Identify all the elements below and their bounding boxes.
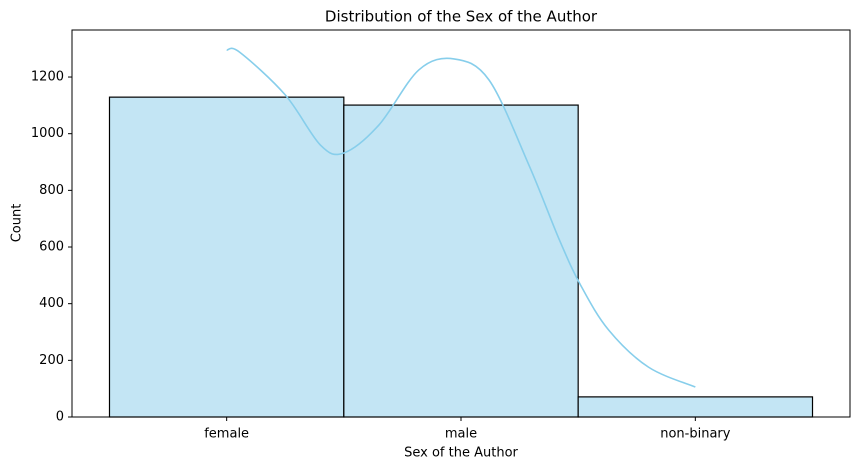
chart-title: Distribution of the Sex of the Author: [325, 8, 598, 26]
bar: [577, 396, 814, 418]
y-tick-label: 1200: [31, 70, 64, 85]
x-axis-label: Sex of the Author: [404, 446, 518, 461]
y-tick-label: 0: [56, 410, 64, 425]
bar: [108, 96, 345, 418]
y-tick-label: 800: [39, 183, 64, 198]
x-tick-label: male: [445, 427, 477, 442]
y-tick-label: 1000: [31, 126, 64, 141]
y-tick-label: 200: [39, 353, 64, 368]
y-tick-label: 600: [39, 240, 64, 255]
x-tick-label: female: [204, 427, 249, 442]
y-tick-label: 400: [39, 296, 64, 311]
x-tick-label: non-binary: [660, 427, 731, 442]
y-axis-label: Count: [10, 204, 25, 243]
plot-frame: [71, 29, 851, 418]
kde-line: [226, 47, 696, 388]
bar: [343, 104, 579, 418]
